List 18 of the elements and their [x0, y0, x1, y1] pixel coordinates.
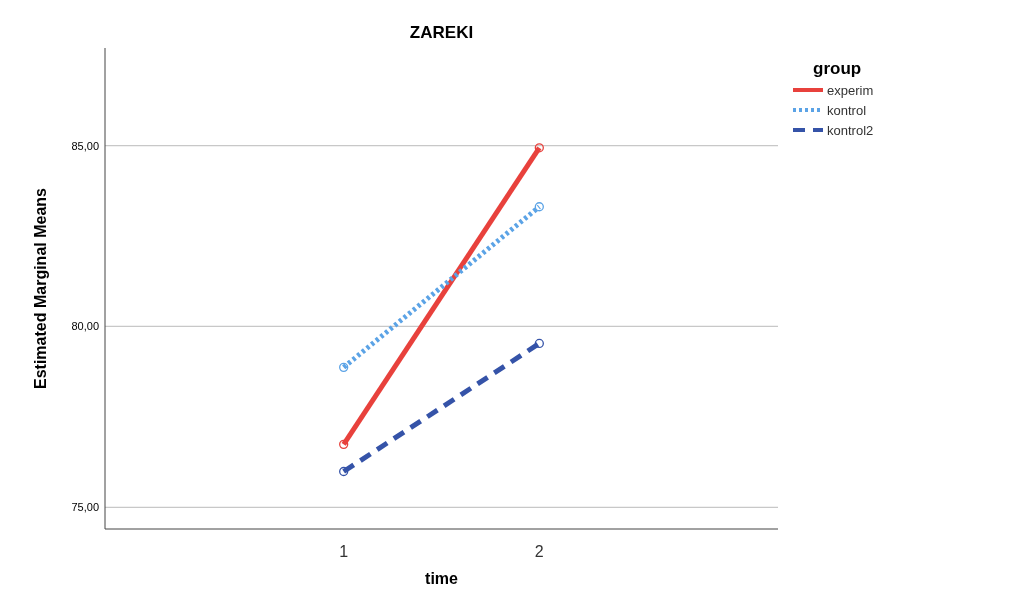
legend-label: kontrol: [827, 103, 867, 118]
point: [339, 362, 349, 372]
chart-title: ZAREKI: [409, 23, 474, 42]
point: [534, 143, 544, 153]
point: [534, 338, 544, 349]
y-tick-label: 85,00: [71, 139, 99, 152]
x-axis-title: time: [425, 570, 459, 587]
legend-label: experim: [827, 83, 874, 98]
legend-label: kontrol2: [827, 123, 874, 138]
point: [339, 439, 349, 450]
y-tick-label: 75,00: [71, 501, 99, 514]
y-tick-label: 80,00: [71, 320, 99, 333]
legend-title: group: [813, 59, 862, 78]
y-axis-title: Estimated Marginal Means: [32, 187, 49, 389]
point: [534, 202, 544, 212]
point: [339, 466, 349, 477]
x-tick-label: 1: [339, 543, 349, 560]
x-tick-label: 2: [534, 543, 544, 560]
